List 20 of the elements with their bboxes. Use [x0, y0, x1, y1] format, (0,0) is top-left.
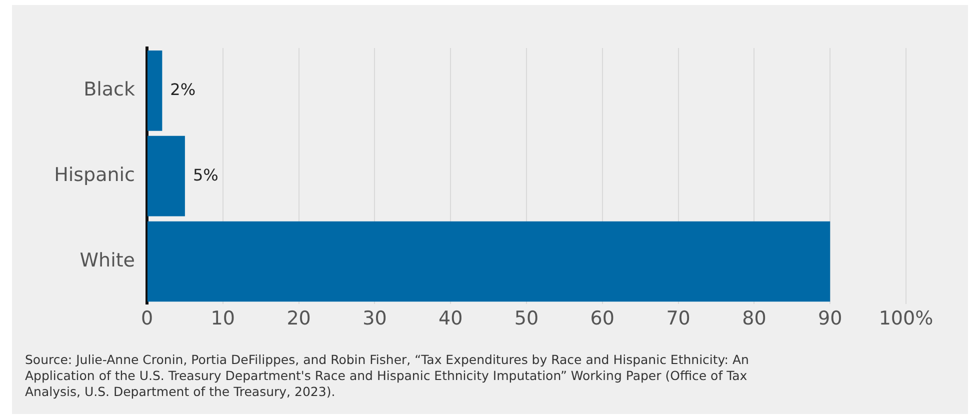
- x-tick-label: 10: [210, 308, 235, 330]
- bar: [148, 136, 185, 216]
- y-tick-label: Black: [84, 78, 135, 101]
- x-tick-label: 70: [666, 308, 690, 330]
- x-tick-label: 30: [362, 308, 387, 330]
- x-tick-label: 100%: [878, 308, 934, 330]
- data-label: 2%: [170, 80, 196, 99]
- x-tick-label: 60: [590, 308, 614, 330]
- x-tick-label: 50: [514, 308, 539, 330]
- y-tick-label: Hispanic: [54, 164, 135, 186]
- x-tick-label: 20: [286, 308, 311, 330]
- x-tick-label: 0: [140, 308, 154, 330]
- x-tick-label: 40: [438, 308, 463, 330]
- data-label: 5%: [192, 165, 218, 184]
- bar: [148, 221, 830, 302]
- bar: [148, 50, 162, 131]
- x-tick-label: 90: [818, 308, 842, 330]
- y-tick-label: White: [80, 249, 135, 272]
- x-tick-label: 80: [742, 308, 766, 330]
- source-note: Source: Julie-Anne Cronin, Portia DeFilippes, and Robin Fisher, “Tax Expenditures by Race and Hispanic Ethnicity: An Application of the U.S. Treasury Department's Race and Hispanic Ethnicity Imputation” Working Paper (Office of Tax Analysis, U.S. Department of the Treasury, 2023).: [25, 352, 750, 400]
